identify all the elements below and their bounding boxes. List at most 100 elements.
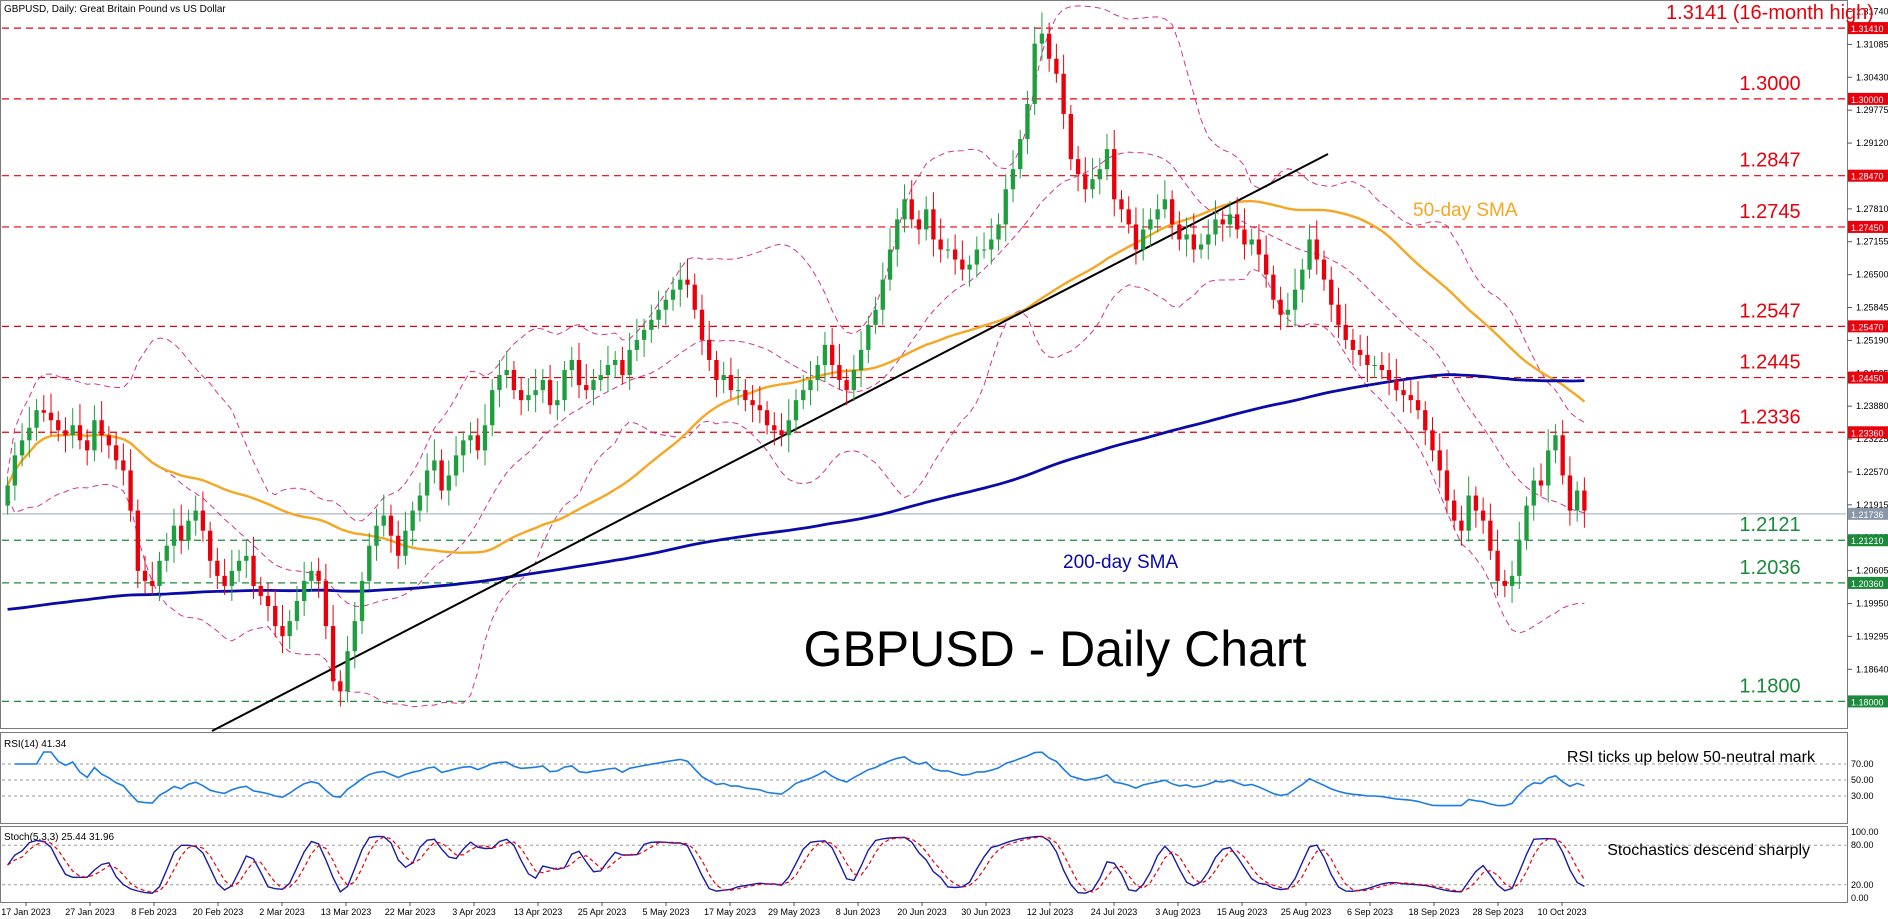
level-label: 1.2745 — [1739, 201, 1800, 223]
candle-body — [1018, 139, 1023, 170]
candle-body — [309, 570, 314, 581]
time-tick-label: 15 Aug 2023 — [1217, 907, 1268, 917]
candle-body — [1430, 430, 1435, 451]
bollinger-bands — [7, 5, 1585, 708]
candle-body — [439, 460, 444, 491]
candle-body — [453, 455, 459, 476]
rsi-header: RSI(14) 41.34 — [4, 739, 67, 750]
candle-body — [1148, 219, 1153, 230]
time-tick-label: 30 Jun 2023 — [961, 907, 1011, 917]
price-tick-label: 1.30430 — [1856, 72, 1888, 82]
time-tick-label: 27 Jan 2023 — [65, 907, 115, 917]
time-tick-label: 28 Sep 2023 — [1472, 907, 1523, 917]
candle-body — [381, 515, 386, 526]
bb-upper — [7, 5, 1585, 522]
candle-body — [1444, 470, 1450, 501]
time-tick-label: 6 Sep 2023 — [1347, 907, 1393, 917]
candle-body — [786, 420, 791, 436]
candle-body — [367, 545, 372, 581]
candle-body — [815, 365, 820, 381]
time-tick-label: 3 Aug 2023 — [1155, 907, 1201, 917]
stoch-d-line — [7, 836, 1585, 893]
candle-body — [1546, 450, 1551, 486]
candle-body — [641, 329, 647, 340]
candle-body — [19, 440, 25, 456]
price-tick-label: 1.20605 — [1856, 566, 1888, 576]
level-tag — [1848, 371, 1888, 384]
candle-body — [1213, 219, 1218, 235]
level-tag — [1848, 92, 1888, 105]
uptrend-line — [211, 153, 1329, 732]
candle-body — [1394, 380, 1399, 391]
price-panel-frame — [0, 0, 1848, 729]
candle-body — [34, 410, 39, 428]
candle-body — [1386, 370, 1392, 381]
candle-body — [1553, 435, 1558, 451]
candle-body — [1046, 33, 1052, 59]
candle-body — [179, 525, 184, 541]
candle-body — [490, 390, 495, 426]
time-tick-label: 17 Jan 2023 — [1, 907, 51, 917]
candle-body — [150, 580, 155, 586]
candle-body — [410, 510, 415, 531]
candle-body — [1336, 304, 1341, 325]
candle-body — [475, 435, 480, 451]
candle-body — [1126, 209, 1131, 225]
candle-body — [1249, 239, 1254, 245]
level-tag-label: 1.21210 — [1851, 536, 1884, 546]
candle-body — [388, 515, 394, 536]
candle-body — [338, 681, 343, 692]
candle-body — [27, 427, 32, 441]
level-label: 1.2121 — [1739, 514, 1800, 536]
price-tick-label: 1.23880 — [1856, 401, 1888, 411]
level-tag — [1848, 320, 1888, 333]
rsi-tick-label: 50.00 — [1851, 775, 1874, 785]
candle-body — [1350, 339, 1356, 350]
candle-body — [1061, 73, 1066, 114]
stoch-tick-label: 80.00 — [1851, 840, 1874, 850]
candle-body — [1329, 279, 1334, 305]
candle-body — [866, 324, 871, 350]
candle-body — [374, 525, 379, 546]
price-tick-label: 1.29120 — [1856, 138, 1888, 148]
current-price-label: 1.21736 — [1851, 510, 1884, 520]
candle-body — [1560, 435, 1565, 476]
candle-body — [1365, 354, 1370, 365]
candle-body — [468, 435, 473, 441]
candle-body — [1582, 490, 1587, 511]
time-tick-label: 18 Sep 2023 — [1408, 907, 1459, 917]
candle-body — [99, 420, 104, 436]
candle-body — [70, 425, 75, 436]
price-tags: 1.31410 1.30000 1.28470 1.27450 1.25470 1.244… — [1848, 22, 1888, 708]
candle-body — [1155, 209, 1160, 220]
candle-body — [1191, 234, 1196, 250]
candle-body — [294, 600, 300, 622]
candle-body — [345, 651, 350, 692]
candle-body — [1162, 199, 1168, 210]
candle-body — [396, 535, 401, 556]
moving-averages — [6, 199, 1586, 611]
candle-body — [728, 375, 734, 391]
candle-body — [605, 365, 611, 376]
candle-body — [121, 460, 126, 471]
candle-body — [301, 580, 307, 601]
candle-body — [1307, 239, 1312, 270]
candle-body — [128, 470, 133, 511]
level-tag — [1848, 22, 1888, 35]
candle-body — [48, 412, 54, 421]
candle-body — [547, 380, 553, 406]
candle-body — [576, 359, 582, 386]
price-tick-label: 1.18640 — [1856, 664, 1888, 674]
candle-body — [620, 359, 625, 376]
time-tick-label: 13 Apr 2023 — [514, 907, 563, 917]
time-axis: 17 Jan 2023 27 Jan 2023 8 Feb 2023 20 Feb 2… — [1, 902, 1587, 917]
candle-body — [750, 400, 755, 406]
candle-body — [403, 530, 408, 556]
candle-body — [1104, 149, 1110, 170]
candle-body — [880, 279, 885, 310]
stoch-k-line — [7, 835, 1585, 895]
rsi-annotation: RSI ticks up below 50-neutral mark — [1567, 749, 1816, 766]
current-price-tag — [1848, 507, 1888, 520]
candle-body — [5, 485, 10, 506]
candle-body — [735, 390, 741, 392]
